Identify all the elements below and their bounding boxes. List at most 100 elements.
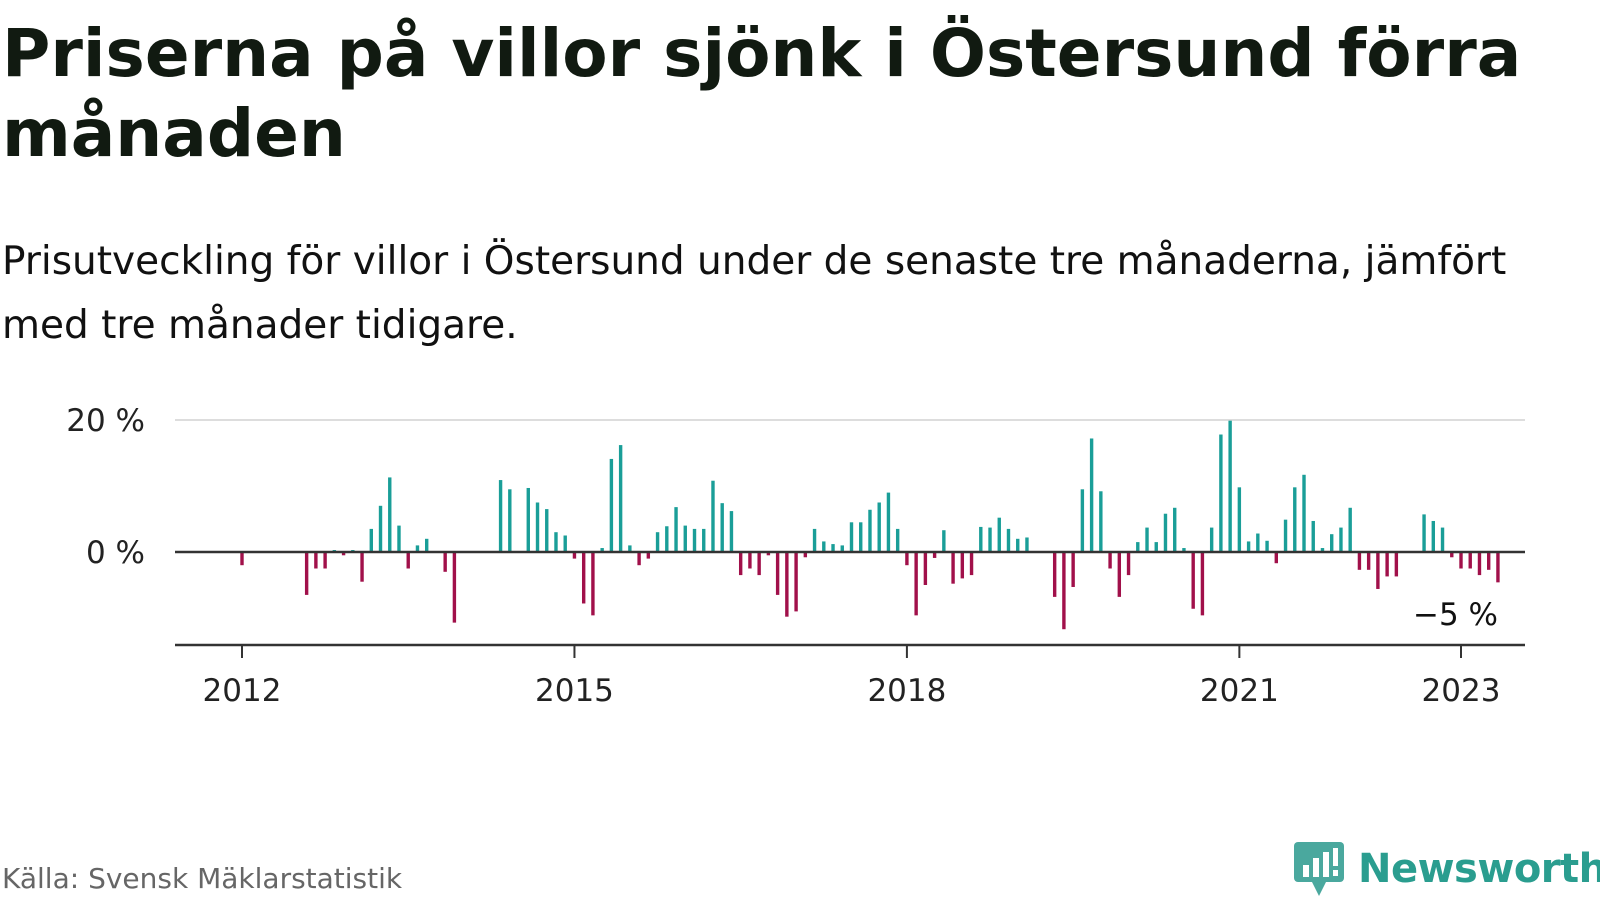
- bar: [1468, 552, 1472, 569]
- bar: [683, 525, 687, 552]
- bar: [665, 526, 669, 552]
- bar-chart: 20 % 0 % 2012 2015 2018 2021 2023 −5 %: [66, 403, 1525, 709]
- bar: [775, 552, 780, 595]
- y-tick-label: 20 %: [66, 403, 145, 439]
- bar: [1274, 552, 1278, 564]
- bar: [1025, 537, 1029, 552]
- bar: [794, 552, 798, 612]
- bar: [1348, 507, 1352, 552]
- bar: [766, 552, 771, 556]
- bar: [369, 528, 373, 552]
- chart-subtitle: Prisutveckling för villor i Östersund un…: [2, 239, 1507, 348]
- bar: [1394, 552, 1399, 577]
- bar: [812, 528, 817, 552]
- bar: [1330, 534, 1334, 552]
- bar: [1339, 527, 1343, 552]
- bar: [1450, 552, 1454, 558]
- bar: [720, 503, 724, 552]
- bar: [1256, 533, 1260, 552]
- bar: [877, 502, 881, 552]
- bar: [452, 552, 457, 623]
- y-tick-label: 0 %: [86, 535, 145, 571]
- bar: [240, 552, 244, 566]
- bar: [1126, 552, 1131, 576]
- bar: [1265, 540, 1269, 552]
- bar: [628, 545, 632, 552]
- bar: [905, 552, 909, 566]
- bar: [711, 480, 715, 552]
- bar: [1237, 487, 1242, 552]
- bar: [997, 517, 1001, 552]
- bar: [388, 477, 392, 552]
- bar: [397, 525, 401, 552]
- bar: [1145, 527, 1149, 552]
- bar: [572, 552, 577, 559]
- bar: [526, 487, 530, 552]
- bar: [1209, 527, 1214, 552]
- bar: [757, 552, 761, 576]
- bar: [591, 552, 595, 616]
- bar: [1080, 489, 1085, 552]
- bar: [1228, 420, 1232, 552]
- bar: [951, 552, 955, 584]
- bar: [942, 530, 946, 552]
- bar: [988, 527, 992, 552]
- bar: [803, 552, 808, 558]
- bars: [240, 420, 1500, 630]
- bar: [498, 480, 503, 552]
- bar: [831, 544, 835, 552]
- bar: [849, 522, 854, 552]
- bar: [535, 502, 540, 552]
- bar: [406, 552, 410, 569]
- bar: [1154, 542, 1158, 552]
- x-tick-label: 2012: [203, 673, 282, 709]
- last-value-label: −5 %: [1413, 597, 1498, 633]
- bar: [618, 445, 623, 552]
- bar: [425, 538, 429, 552]
- bar: [637, 552, 641, 566]
- bar: [600, 548, 604, 552]
- bar: [1311, 520, 1315, 552]
- bar: [692, 528, 697, 552]
- bar: [609, 458, 614, 552]
- bar: [554, 532, 558, 552]
- bar: [443, 552, 447, 572]
- bar: [1173, 507, 1177, 552]
- bar: [702, 528, 706, 552]
- bar: [1006, 528, 1011, 552]
- bar: [1062, 552, 1066, 630]
- bar: [341, 552, 346, 556]
- axes: 20 % 0 % 2012 2015 2018 2021 2023 −5 %: [66, 403, 1525, 709]
- bar: [969, 552, 974, 576]
- bar: [960, 552, 965, 579]
- bar: [545, 509, 549, 552]
- bar: [738, 552, 743, 576]
- x-tick-label: 2015: [535, 673, 614, 709]
- bar: [1016, 538, 1020, 552]
- bar: [868, 509, 872, 552]
- bar: [1283, 519, 1288, 552]
- bar: [563, 535, 567, 552]
- bar: [1366, 552, 1371, 570]
- bar: [1422, 514, 1426, 552]
- bar: [1117, 552, 1122, 597]
- bar: [886, 492, 891, 552]
- bar: [1320, 548, 1325, 552]
- bar: [979, 526, 983, 552]
- bar: [729, 511, 734, 552]
- bar: [1496, 552, 1500, 583]
- bar: [1182, 548, 1186, 552]
- bar: [748, 552, 752, 569]
- x-tick-label: 2023: [1422, 673, 1501, 709]
- bar: [1163, 513, 1168, 552]
- chart-title: Priserna på villor sjönk i Östersund för…: [2, 15, 1522, 172]
- x-tick-label: 2018: [867, 673, 946, 709]
- bar: [1487, 552, 1491, 570]
- bar: [1246, 541, 1251, 552]
- bar: [378, 505, 383, 552]
- bar: [1477, 552, 1482, 576]
- bar: [1431, 520, 1435, 552]
- bar: [646, 552, 651, 559]
- bar: [508, 489, 512, 552]
- bar: [822, 541, 826, 552]
